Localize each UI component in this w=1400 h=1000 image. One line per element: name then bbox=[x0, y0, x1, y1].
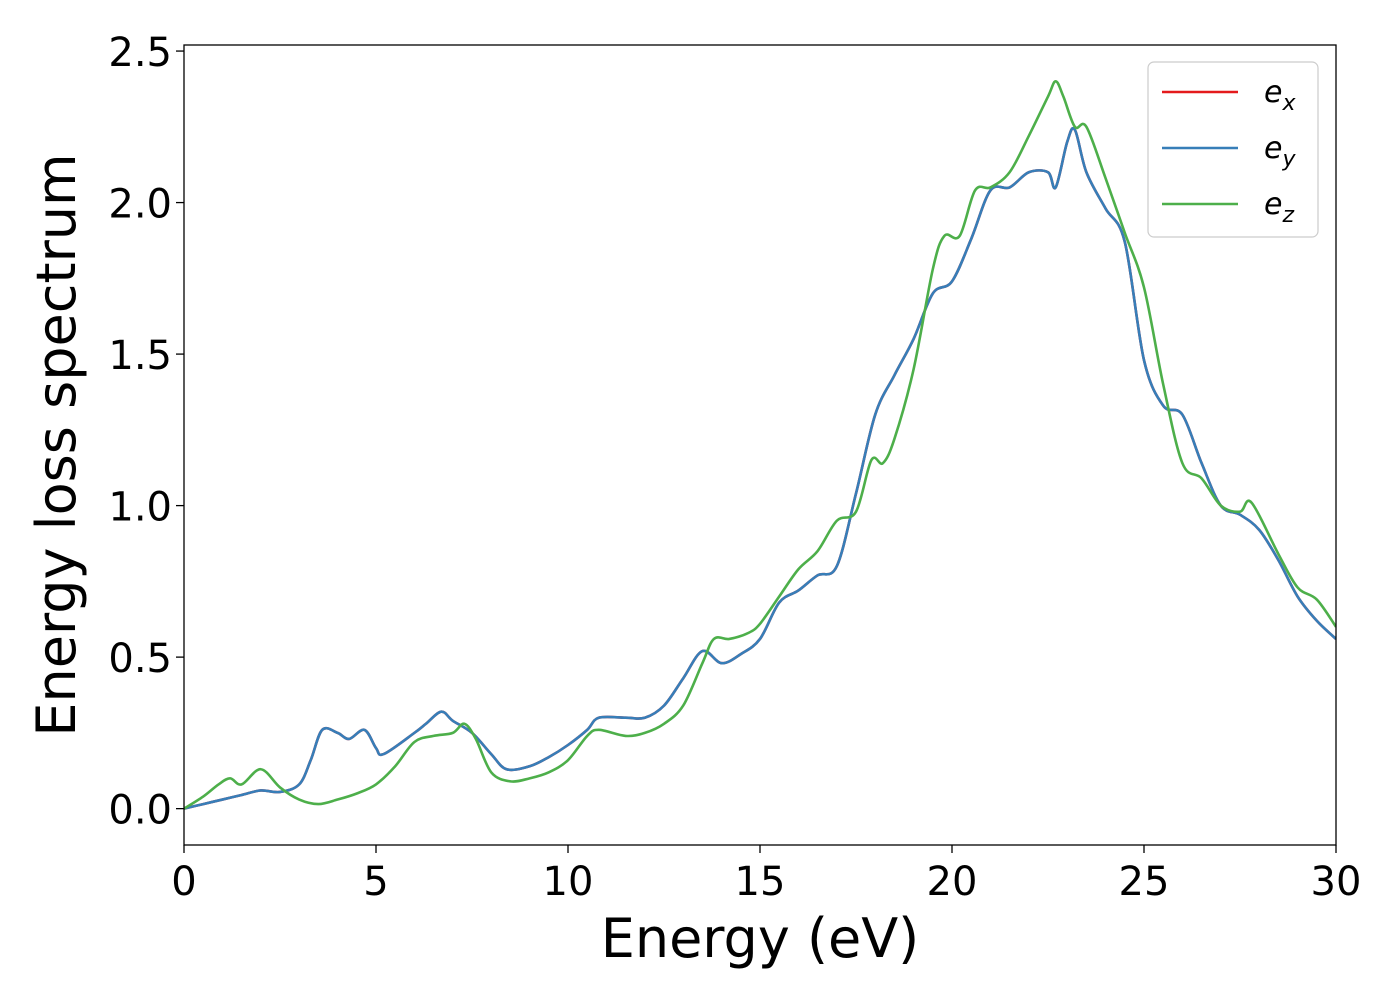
x-axis: 0 5 10 15 20 25 30 bbox=[171, 845, 1361, 905]
x-tick-label: 30 bbox=[1311, 859, 1362, 905]
y-tick-label: 1.5 bbox=[108, 333, 172, 379]
y-axis-label: Energy loss spectrum bbox=[25, 153, 88, 736]
series-line-y bbox=[184, 126, 1336, 810]
x-axis-label: Energy (eV) bbox=[601, 907, 920, 970]
y-tick-label: 0.0 bbox=[108, 788, 172, 834]
y-tick-label: 2.5 bbox=[108, 30, 172, 76]
x-tick-label: 0 bbox=[171, 859, 196, 905]
x-tick-label: 15 bbox=[735, 859, 786, 905]
x-tick-label: 25 bbox=[1119, 859, 1170, 905]
y-tick-label: 0.5 bbox=[108, 636, 172, 682]
legend-box bbox=[1147, 61, 1319, 238]
y-axis: 0.0 0.5 1.0 1.5 2.0 2.5 bbox=[108, 30, 184, 834]
series-layer bbox=[184, 80, 1336, 810]
x-tick-label: 20 bbox=[927, 859, 978, 905]
y-tick-label: 2.0 bbox=[108, 182, 172, 228]
x-tick-label: 5 bbox=[363, 859, 388, 905]
plot-area bbox=[184, 45, 1336, 845]
y-tick-label: 1.0 bbox=[108, 485, 172, 531]
x-tick-label: 10 bbox=[543, 859, 594, 905]
series-line-z bbox=[184, 80, 1336, 810]
